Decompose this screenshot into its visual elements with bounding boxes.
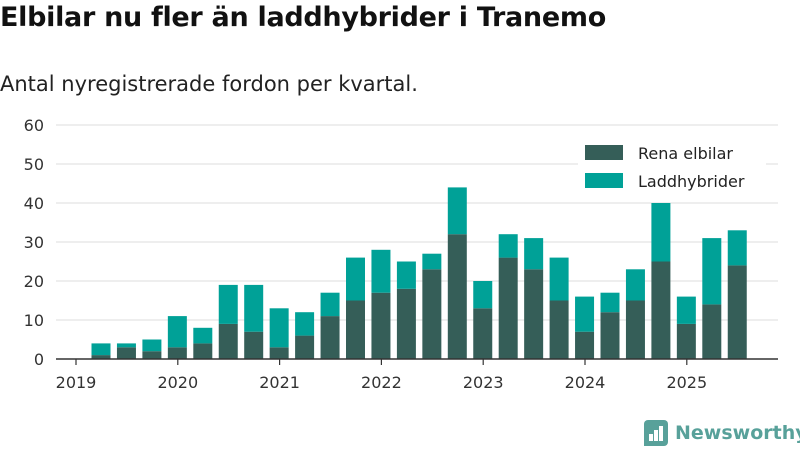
bar-laddhybrider xyxy=(142,339,162,352)
newsworthy-brand: Newsworthy xyxy=(644,419,800,447)
bar-laddhybrider xyxy=(702,238,722,305)
bar-laddhybrider xyxy=(600,292,620,313)
bar-laddhybrider xyxy=(218,284,238,324)
bar-laddhybrider xyxy=(346,257,365,301)
bar-rena-elbilar xyxy=(473,308,493,359)
bar-rena-elbilar xyxy=(269,347,289,359)
y-tick-label: 10 xyxy=(24,311,44,330)
bar-rena-elbilar xyxy=(600,312,620,359)
bar-rena-elbilar xyxy=(447,234,467,359)
bar-rena-elbilar xyxy=(549,300,569,359)
bar-rena-elbilar xyxy=(320,316,340,359)
bar-rena-elbilar xyxy=(142,351,162,359)
bar-rena-elbilar xyxy=(727,265,747,359)
x-tick-label: 2024 xyxy=(565,373,606,392)
bar-rena-elbilar xyxy=(371,292,391,359)
bar-rena-elbilar xyxy=(422,269,442,359)
bar-laddhybrider xyxy=(295,312,315,336)
bar-laddhybrider xyxy=(244,284,264,332)
bar-rena-elbilar xyxy=(396,288,416,359)
bar-rena-elbilar xyxy=(575,331,595,359)
bar-laddhybrider xyxy=(727,230,747,266)
bar-rena-elbilar xyxy=(295,335,315,359)
bar-rena-elbilar xyxy=(676,323,696,359)
x-tick-label: 2019 xyxy=(56,373,97,392)
bar-rena-elbilar xyxy=(167,347,187,359)
chart-title: Elbilar nu fler än laddhybrider i Tranem… xyxy=(0,2,606,33)
x-tick-label: 2020 xyxy=(157,373,198,392)
bar-rena-elbilar xyxy=(702,304,722,359)
bar-rena-elbilar xyxy=(218,323,238,359)
bar-laddhybrider xyxy=(473,281,493,309)
bar-rena-elbilar xyxy=(244,331,264,359)
bar-laddhybrider xyxy=(320,292,340,317)
bar-rena-elbilar xyxy=(193,343,213,359)
bar-rena-elbilar xyxy=(116,347,136,359)
bar-laddhybrider xyxy=(498,234,518,258)
bar-laddhybrider xyxy=(422,253,442,270)
x-tick-label: 2025 xyxy=(666,373,707,392)
bar-laddhybrider xyxy=(396,261,416,289)
x-tick-label: 2021 xyxy=(259,373,300,392)
x-tick-label: 2022 xyxy=(361,373,402,392)
legend-swatch xyxy=(585,173,623,188)
bar-rena-elbilar xyxy=(91,355,111,359)
bar-laddhybrider xyxy=(269,308,289,348)
bar-laddhybrider xyxy=(447,187,467,235)
bar-chart-logo-icon xyxy=(644,420,668,446)
bar-rena-elbilar xyxy=(625,300,645,359)
legend-label: Rena elbilar xyxy=(638,144,733,163)
bar-rena-elbilar xyxy=(524,269,544,359)
legend-label: Laddhybrider xyxy=(638,172,745,191)
bar-rena-elbilar xyxy=(498,257,518,359)
brand-name: Newsworthy xyxy=(675,422,800,444)
bar-laddhybrider xyxy=(116,343,136,348)
y-tick-label: 50 xyxy=(24,155,44,174)
chart-subtitle: Antal nyregistrerade fordon per kvartal. xyxy=(0,72,418,96)
bar-laddhybrider xyxy=(676,296,696,324)
legend-swatch xyxy=(585,145,623,160)
bar-rena-elbilar xyxy=(346,300,365,359)
y-tick-label: 20 xyxy=(24,272,44,291)
y-tick-label: 40 xyxy=(24,194,44,213)
bar-laddhybrider xyxy=(193,327,213,344)
bar-laddhybrider xyxy=(625,269,645,301)
x-tick-label: 2023 xyxy=(463,373,504,392)
y-tick-label: 30 xyxy=(24,233,44,252)
bar-laddhybrider xyxy=(371,249,391,293)
bar-laddhybrider xyxy=(167,316,187,348)
chart-legend: Rena elbilar Laddhybrider xyxy=(578,139,766,197)
bar-laddhybrider xyxy=(651,203,671,262)
bar-laddhybrider xyxy=(549,257,569,301)
bar-laddhybrider xyxy=(524,238,544,270)
y-tick-label: 0 xyxy=(34,350,44,369)
bar-rena-elbilar xyxy=(651,261,671,359)
bar-laddhybrider xyxy=(575,296,595,332)
bar-laddhybrider xyxy=(91,343,111,356)
y-tick-label: 60 xyxy=(24,116,44,135)
